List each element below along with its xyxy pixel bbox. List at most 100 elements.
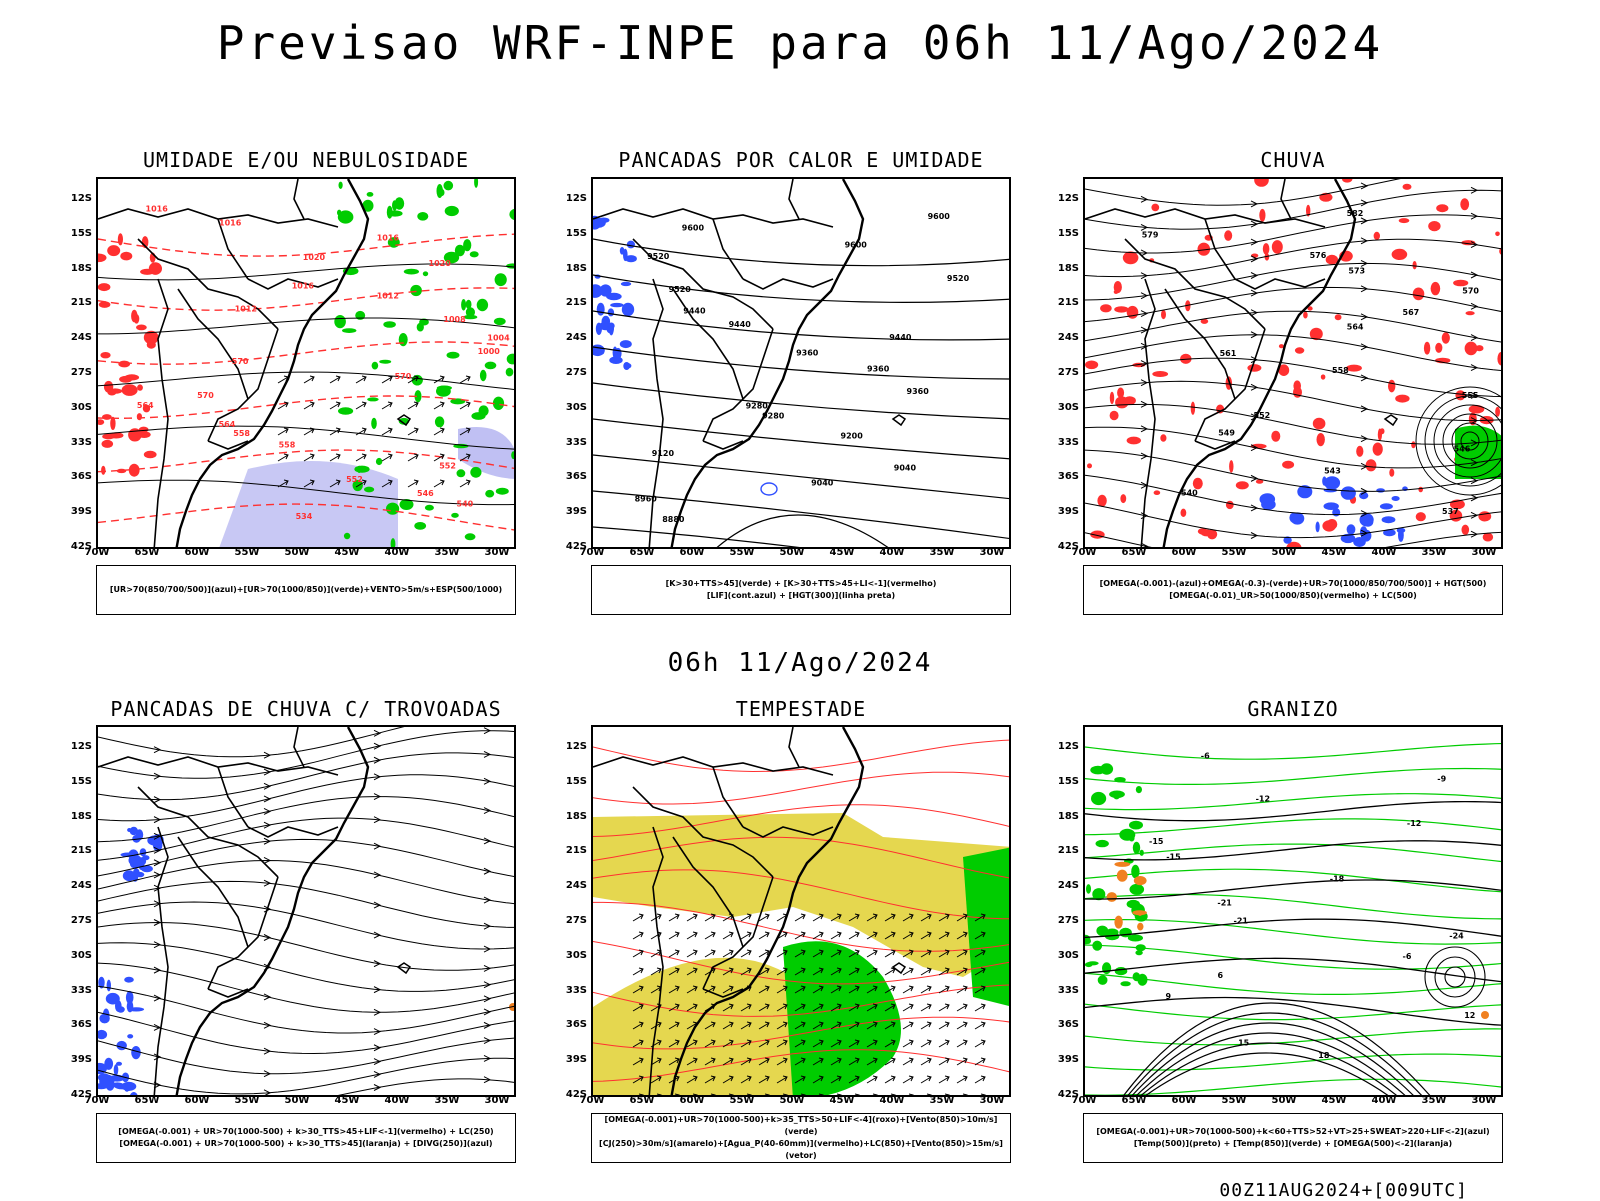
wind850-area <box>783 941 901 1095</box>
contour-label: 570 <box>232 357 249 366</box>
longitude-tick-label: 70W <box>84 547 110 558</box>
streamline-arrow <box>483 750 492 758</box>
rain-omega-area <box>1309 327 1323 341</box>
country-border <box>247 826 339 838</box>
streamline-arrow <box>263 857 272 864</box>
wind850-vector <box>704 1075 716 1084</box>
rain-omega-area <box>1435 342 1443 353</box>
longitude-tick-label: 55W <box>1221 1095 1247 1106</box>
low-level-humidity-blob <box>371 361 379 370</box>
rain-omega-area <box>1224 230 1233 241</box>
lifted-index-area <box>595 322 602 335</box>
streamline <box>98 838 514 878</box>
wind-vector <box>277 427 289 436</box>
divergence-area <box>106 979 111 992</box>
rain-omega-area <box>1356 445 1364 457</box>
streamline <box>1085 380 1501 422</box>
contour-label: 582 <box>1347 209 1364 218</box>
wind850-vector <box>848 1003 860 1012</box>
streamline-arrow <box>373 756 382 764</box>
streamline-arrow <box>373 1008 382 1016</box>
divergence-area <box>129 826 138 836</box>
wind850-vector <box>632 1075 644 1084</box>
country-border <box>788 179 800 220</box>
rain-omega-area <box>1316 433 1325 447</box>
temp850-contour <box>1085 944 1501 970</box>
divergence-area <box>128 854 142 866</box>
divergence-area <box>98 976 105 989</box>
streamline-arrow <box>1470 511 1479 519</box>
rain-omega-area <box>1192 477 1203 490</box>
latitude-tick-label: 42S <box>1057 1089 1079 1100</box>
wind850-vector <box>740 949 752 958</box>
rain-omega-area <box>1389 468 1395 477</box>
low-level-humidity-blob <box>362 199 374 212</box>
thickness-contour-dot <box>101 465 106 475</box>
low-level-humidity-blob <box>485 489 495 498</box>
lifted-index-area <box>610 302 624 308</box>
wind850-vector <box>902 949 914 958</box>
temp500-contour <box>1123 1002 1431 1095</box>
latitude-tick-label: 36S <box>565 1019 587 1031</box>
wind850-vector <box>692 1093 698 1095</box>
longitude-tick-label: 70W <box>579 1095 605 1106</box>
wind850-vector <box>884 1003 896 1012</box>
coastline <box>670 727 865 1095</box>
wind850-vector <box>668 1003 680 1012</box>
thickness-contour-dot <box>121 384 138 396</box>
contour-label: 9280 <box>762 411 785 420</box>
rain-omega-area <box>1200 318 1209 324</box>
country-border <box>712 218 744 280</box>
low-level-humidity-blob <box>379 359 392 364</box>
wind850-vector <box>956 913 968 922</box>
wind-vector <box>407 479 419 488</box>
wind850-vector <box>854 1093 860 1095</box>
latitude-tick-label: 21S <box>70 297 92 309</box>
contour-label: -21 <box>1217 899 1232 908</box>
streamline-arrow <box>373 901 382 909</box>
country-border <box>1140 278 1156 547</box>
wind-vector <box>381 401 393 410</box>
lifted-index-area <box>601 315 611 328</box>
latitude-tick-label: 18S <box>565 810 587 822</box>
latitude-tick-label: 12S <box>565 741 587 752</box>
wind850-vector <box>848 931 860 940</box>
rain-omega-area <box>1271 430 1281 442</box>
low-level-humidity-blob <box>417 212 429 221</box>
contour-label: 9360 <box>867 365 890 374</box>
rain-omega-area <box>1117 387 1125 399</box>
streamline-arrow <box>153 772 162 780</box>
wind-vector <box>433 401 445 410</box>
country-border <box>1204 218 1236 280</box>
low-level-humidity-blob <box>383 321 396 328</box>
wind850-vector <box>956 985 968 994</box>
longitude-tick-label: 30W <box>1471 547 1497 558</box>
longitude-tick-label: 45W <box>1321 1095 1347 1106</box>
thickness-contour-dot <box>120 251 133 261</box>
rain-omega-area <box>1465 311 1475 316</box>
latitude-tick-label: 33S <box>565 436 587 448</box>
wind850-vector <box>866 967 878 976</box>
streamline-arrow <box>263 879 272 887</box>
rain-omega-area <box>1464 341 1478 356</box>
streamline-arrow <box>483 1008 492 1016</box>
rain-omega-area <box>1430 281 1441 296</box>
wind850-vector <box>848 967 860 976</box>
wind850-vector <box>776 1003 788 1012</box>
streamline-arrow <box>1140 342 1149 350</box>
temp850-contour-dot <box>1135 950 1143 956</box>
country-border <box>207 988 249 998</box>
omega-weak-area <box>1340 533 1356 544</box>
streamline-arrow <box>1250 200 1259 208</box>
streamline-arrow <box>373 742 382 750</box>
wind850-vector <box>956 1057 968 1066</box>
rain-omega-area <box>1418 486 1423 493</box>
wind850-vector <box>710 1093 716 1095</box>
low-level-humidity-blob <box>375 457 383 466</box>
longitude-tick-label: 50W <box>1271 547 1297 558</box>
contour-label: -15 <box>1166 852 1181 861</box>
wind850-vector <box>974 985 986 994</box>
wind850-vector <box>974 1003 986 1012</box>
contour-label: 576 <box>1310 251 1327 260</box>
longitude-tick-label: 50W <box>284 1095 310 1106</box>
